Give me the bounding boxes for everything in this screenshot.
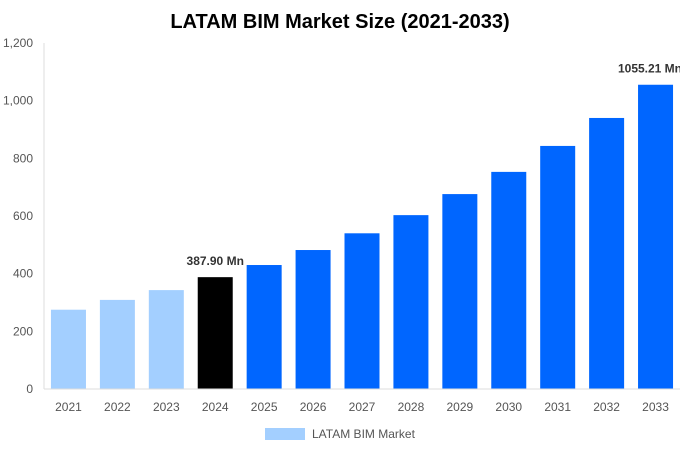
x-tick-label: 2026 bbox=[300, 400, 327, 414]
data-labels: 387.90 Mn 1055.21 Mn bbox=[187, 62, 680, 268]
x-tick-label: 2030 bbox=[495, 400, 522, 414]
x-tick-label: 2032 bbox=[593, 400, 620, 414]
bar-2022[interactable] bbox=[99, 299, 135, 389]
bars bbox=[50, 84, 674, 390]
bar-2028[interactable] bbox=[393, 215, 429, 389]
bar-2032[interactable] bbox=[589, 117, 625, 389]
legend-swatch bbox=[265, 428, 305, 440]
y-tick-label: 800 bbox=[13, 151, 33, 165]
bar-2021[interactable] bbox=[50, 309, 86, 389]
bar-2031[interactable] bbox=[540, 145, 576, 389]
y-tick-label: 600 bbox=[13, 209, 33, 223]
x-tick-label: 2031 bbox=[544, 400, 571, 414]
x-tick-label: 2029 bbox=[446, 400, 473, 414]
data-label: 387.90 Mn bbox=[187, 254, 244, 268]
legend[interactable]: LATAM BIM Market bbox=[265, 427, 416, 441]
x-tick-label: 2028 bbox=[398, 400, 425, 414]
x-tick-label: 2023 bbox=[153, 400, 180, 414]
x-tick-label: 2021 bbox=[55, 400, 82, 414]
bar-2026[interactable] bbox=[295, 250, 331, 389]
data-label: 1055.21 Mn bbox=[618, 62, 680, 76]
bar-2033[interactable] bbox=[638, 84, 674, 390]
x-tick-label: 2022 bbox=[104, 400, 131, 414]
y-tick-label: 1,000 bbox=[3, 94, 33, 108]
x-tick-label: 2024 bbox=[202, 400, 229, 414]
y-tick-label: 0 bbox=[26, 382, 33, 396]
bar-2029[interactable] bbox=[442, 194, 478, 389]
bar-2027[interactable] bbox=[344, 233, 380, 389]
x-tick-label: 2027 bbox=[349, 400, 376, 414]
bar-2025[interactable] bbox=[246, 265, 282, 389]
legend-label: LATAM BIM Market bbox=[312, 427, 416, 441]
y-axis: 0 200 400 600 800 1,000 1,200 bbox=[3, 36, 45, 396]
chart-title: LATAM BIM Market Size (2021-2033) bbox=[170, 11, 509, 33]
y-tick-label: 1,200 bbox=[3, 36, 33, 50]
x-axis: 2021 2022 2023 2024 2025 2026 2027 2028 2029 2030… bbox=[44, 388, 680, 414]
x-tick-label: 2033 bbox=[642, 400, 669, 414]
bar-2023[interactable] bbox=[148, 290, 184, 389]
bar-2030[interactable] bbox=[491, 171, 527, 389]
y-tick-label: 200 bbox=[13, 324, 33, 338]
x-tick-label: 2025 bbox=[251, 400, 278, 414]
y-tick-label: 400 bbox=[13, 267, 33, 281]
bar-2024[interactable] bbox=[197, 277, 233, 389]
